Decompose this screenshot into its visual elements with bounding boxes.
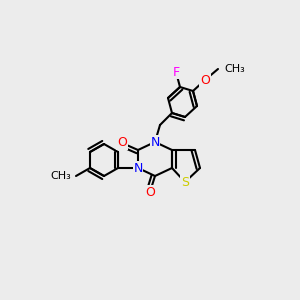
Text: F: F	[172, 65, 180, 79]
Text: N: N	[133, 161, 143, 175]
Text: N: N	[150, 136, 160, 148]
Text: S: S	[181, 176, 189, 188]
Text: CH₃: CH₃	[50, 171, 71, 181]
Text: CH₃: CH₃	[224, 64, 245, 74]
Text: O: O	[117, 136, 127, 149]
Text: O: O	[145, 185, 155, 199]
Text: O: O	[200, 74, 210, 86]
